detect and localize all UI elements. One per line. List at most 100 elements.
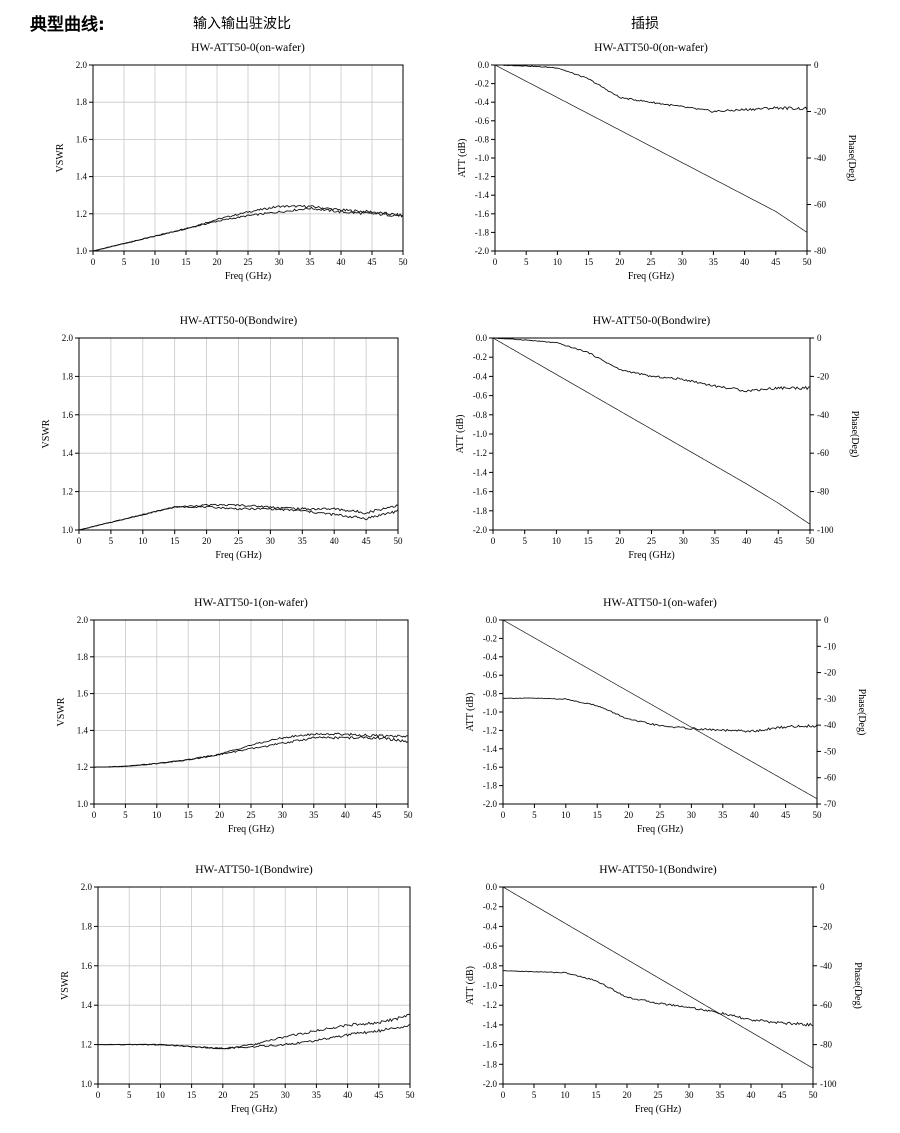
x-tick-label: 50	[806, 536, 816, 546]
x-tick-label: 0	[493, 257, 498, 267]
y2-tick-label: -80	[814, 246, 826, 256]
y2-tick-label: -60	[824, 773, 836, 783]
x-tick-label: 10	[151, 257, 161, 267]
x-tick-label: 25	[656, 810, 666, 820]
x-axis-label: Freq (GHz)	[628, 550, 674, 561]
y-tick-label: 1.2	[77, 762, 88, 772]
x-axis-label: Freq (GHz)	[628, 271, 674, 282]
y-tick-label: 1.4	[77, 725, 89, 735]
x-tick-label: 10	[561, 810, 571, 820]
x-tick-label: 30	[678, 257, 688, 267]
x-tick-label: 0	[491, 536, 496, 546]
x-tick-label: 5	[109, 536, 114, 546]
x-tick-label: 20	[623, 1090, 633, 1100]
x-tick-label: 50	[803, 257, 813, 267]
x-tick-label: 45	[774, 536, 784, 546]
y-tick-label: -0.2	[483, 633, 497, 643]
x-tick-label: 45	[778, 1090, 788, 1100]
y-tick-label: 1.8	[62, 371, 74, 381]
x-tick-label: 40	[747, 1090, 757, 1100]
y2-tick-label: -80	[817, 487, 829, 497]
y-tick-label: 2.0	[76, 60, 88, 70]
y2-tick-label: 0	[824, 615, 829, 625]
y-tick-label: -1.6	[483, 1040, 498, 1050]
y-tick-label: 1.4	[81, 1000, 93, 1010]
y2-tick-label: -40	[817, 410, 829, 420]
x-tick-label: 20	[615, 257, 625, 267]
x-tick-label: 0	[91, 257, 96, 267]
x-tick-label: 35	[298, 536, 308, 546]
x-tick-label: 20	[215, 810, 225, 820]
y-tick-label: 1.6	[77, 689, 89, 699]
x-axis-label: Freq (GHz)	[637, 824, 683, 835]
y2-tick-label: -40	[824, 720, 836, 730]
x-tick-label: 5	[122, 257, 127, 267]
y-tick-label: -1.2	[483, 725, 497, 735]
x-tick-label: 50	[809, 1090, 819, 1100]
y-tick-label: 1.8	[76, 97, 88, 107]
x-tick-label: 30	[278, 810, 288, 820]
y2-tick-label: -40	[820, 961, 832, 971]
x-tick-label: 50	[404, 810, 414, 820]
x-tick-label: 30	[281, 1090, 291, 1100]
y2-tick-label: -60	[814, 200, 826, 210]
y-tick-label: -1.0	[473, 429, 488, 439]
y-tick-label: -0.6	[483, 941, 498, 951]
phase-line	[502, 619, 818, 800]
y2-tick-label: -10	[824, 641, 836, 651]
section-title: 典型曲线:	[30, 15, 105, 35]
x-tick-label: 15	[593, 810, 603, 820]
x-tick-label: 10	[152, 810, 162, 820]
y-tick-label: 0.0	[478, 60, 490, 70]
data-line	[78, 505, 399, 531]
x-tick-label: 45	[362, 536, 372, 546]
data-line	[93, 736, 409, 768]
y-tick-label: 1.0	[62, 525, 74, 535]
x-tick-label: 35	[710, 536, 720, 546]
y2-axis-label: Phase(Deg)	[849, 411, 860, 458]
y-tick-label: 1.0	[81, 1079, 93, 1089]
y2-tick-label: -100	[820, 1079, 837, 1089]
x-tick-label: 40	[343, 1090, 353, 1100]
y-tick-label: -1.6	[475, 209, 490, 219]
x-tick-label: 35	[306, 257, 316, 267]
x-tick-label: 45	[771, 257, 781, 267]
x-tick-label: 20	[615, 536, 625, 546]
x-tick-label: 25	[247, 810, 257, 820]
y-tick-label: 1.6	[81, 961, 93, 971]
y2-tick-label: -100	[817, 525, 834, 535]
x-tick-label: 0	[77, 536, 82, 546]
x-tick-label: 0	[501, 810, 506, 820]
y-tick-label: -1.2	[473, 448, 487, 458]
x-tick-label: 40	[750, 810, 760, 820]
y-tick-label: 1.2	[62, 487, 73, 497]
y2-tick-label: -20	[820, 921, 832, 931]
data-line	[502, 697, 818, 733]
plot-frame	[502, 886, 814, 1085]
y2-tick-label: 0	[814, 60, 819, 70]
y-tick-label: 0.0	[476, 333, 488, 343]
y2-tick-label: -30	[824, 694, 836, 704]
y-tick-label: 1.2	[81, 1040, 92, 1050]
x-tick-label: 30	[687, 810, 697, 820]
y-tick-label: -1.6	[483, 762, 498, 772]
y-tick-label: 1.4	[62, 448, 74, 458]
x-tick-label: 50	[394, 536, 404, 546]
x-tick-label: 40	[337, 257, 347, 267]
x-tick-label: 30	[266, 536, 276, 546]
vswr-column-title: 输入输出驻波比	[193, 16, 291, 32]
y2-tick-label: -60	[817, 448, 829, 458]
x-tick-label: 25	[647, 257, 657, 267]
y-tick-label: -1.2	[483, 1000, 497, 1010]
chart-title: HW-ATT50-1(on-wafer)	[194, 597, 308, 609]
x-tick-label: 45	[374, 1090, 384, 1100]
y2-tick-label: -20	[824, 668, 836, 678]
insertion-loss-column-title: 插损	[631, 16, 659, 32]
x-tick-label: 30	[275, 257, 285, 267]
x-axis-label: Freq (GHz)	[225, 271, 271, 282]
y-axis-label: ATT (dB)	[465, 693, 476, 732]
chart-title: HW-ATT50-1(Bondwire)	[195, 864, 313, 876]
data-line	[92, 206, 404, 252]
y-tick-label: -0.2	[483, 902, 497, 912]
